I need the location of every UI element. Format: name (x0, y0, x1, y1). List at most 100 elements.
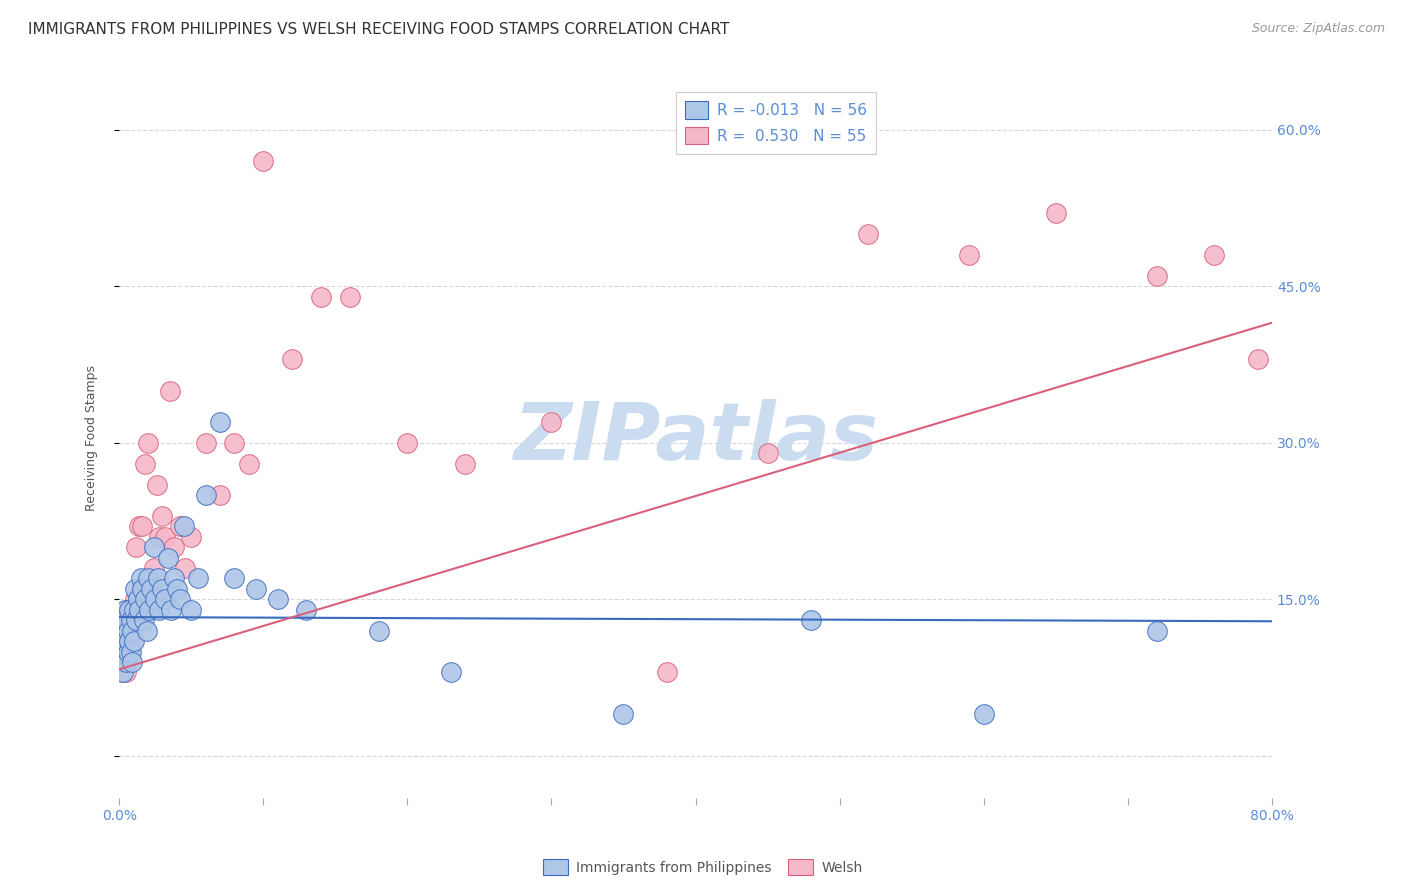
Point (173, 519, 195, 533)
Point (281, 352, 304, 367)
Point (454, 457, 477, 471)
Point (115, 603, 138, 617)
Point (309, 290, 332, 304)
Point (125, 613, 148, 627)
Point (756, 446, 779, 460)
Point (132, 603, 155, 617)
Point (124, 582, 146, 596)
Point (155, 530, 177, 544)
Point (139, 582, 162, 596)
Point (148, 530, 170, 544)
Point (112, 613, 135, 627)
Point (1146, 268, 1168, 283)
Point (142, 561, 165, 575)
Point (114, 603, 136, 617)
Point (121, 634, 143, 648)
Point (1246, 352, 1268, 367)
Point (112, 613, 135, 627)
Point (124, 592, 146, 607)
Point (145, 477, 167, 491)
Point (142, 540, 165, 554)
Point (129, 582, 152, 596)
Point (163, 572, 186, 586)
Point (121, 655, 143, 669)
Point (194, 488, 217, 502)
Point (122, 603, 145, 617)
Point (655, 665, 678, 680)
Point (238, 457, 260, 471)
Point (252, 153, 274, 168)
Point (1146, 624, 1168, 638)
Point (111, 665, 134, 680)
Point (132, 613, 155, 627)
Legend: R = -0.013   N = 56, R =  0.530   N = 55: R = -0.013 N = 56, R = 0.530 N = 55 (676, 92, 876, 153)
Point (114, 644, 136, 658)
Point (118, 634, 141, 648)
Point (131, 582, 153, 596)
Point (194, 435, 217, 450)
Point (134, 592, 156, 607)
Point (143, 592, 166, 607)
Point (800, 613, 823, 627)
Point (224, 572, 246, 586)
Point (1204, 248, 1226, 262)
Point (139, 582, 162, 596)
Point (858, 227, 880, 241)
Point (114, 624, 136, 638)
Point (174, 561, 197, 575)
Point (114, 634, 136, 648)
Point (112, 665, 135, 680)
Point (339, 290, 361, 304)
Point (208, 415, 231, 429)
Point (180, 530, 202, 544)
Point (127, 592, 149, 607)
Point (134, 457, 156, 471)
Point (120, 644, 142, 658)
Point (112, 655, 135, 669)
Point (266, 592, 288, 607)
Point (150, 508, 173, 523)
Point (295, 603, 318, 617)
Point (115, 665, 138, 680)
Point (540, 415, 562, 429)
Point (120, 613, 142, 627)
Point (127, 613, 149, 627)
Point (118, 603, 141, 617)
Point (157, 550, 180, 565)
Point (128, 519, 150, 533)
Point (957, 248, 980, 262)
Point (117, 634, 139, 648)
Point (1045, 206, 1067, 220)
Point (129, 572, 152, 586)
Point (439, 665, 461, 680)
Point (169, 519, 191, 533)
Point (138, 603, 160, 617)
Point (245, 582, 267, 596)
Point (224, 435, 246, 450)
Point (187, 572, 209, 586)
Point (169, 592, 191, 607)
Point (128, 603, 150, 617)
Point (117, 613, 139, 627)
Text: ZIPatlas: ZIPatlas (513, 399, 879, 476)
Point (110, 644, 132, 658)
Point (121, 624, 143, 638)
Point (367, 624, 389, 638)
Point (155, 592, 177, 607)
Point (160, 603, 183, 617)
Point (118, 624, 141, 638)
Point (118, 644, 141, 658)
Point (111, 634, 134, 648)
Point (136, 572, 159, 586)
Point (973, 707, 995, 722)
Point (110, 624, 132, 638)
Point (131, 519, 153, 533)
Point (148, 603, 170, 617)
Point (111, 644, 134, 658)
Point (208, 488, 231, 502)
Text: IMMIGRANTS FROM PHILIPPINES VS WELSH RECEIVING FOOD STAMPS CORRELATION CHART: IMMIGRANTS FROM PHILIPPINES VS WELSH REC… (28, 22, 730, 37)
Point (117, 624, 139, 638)
Point (136, 435, 159, 450)
Point (122, 613, 145, 627)
Point (125, 540, 148, 554)
